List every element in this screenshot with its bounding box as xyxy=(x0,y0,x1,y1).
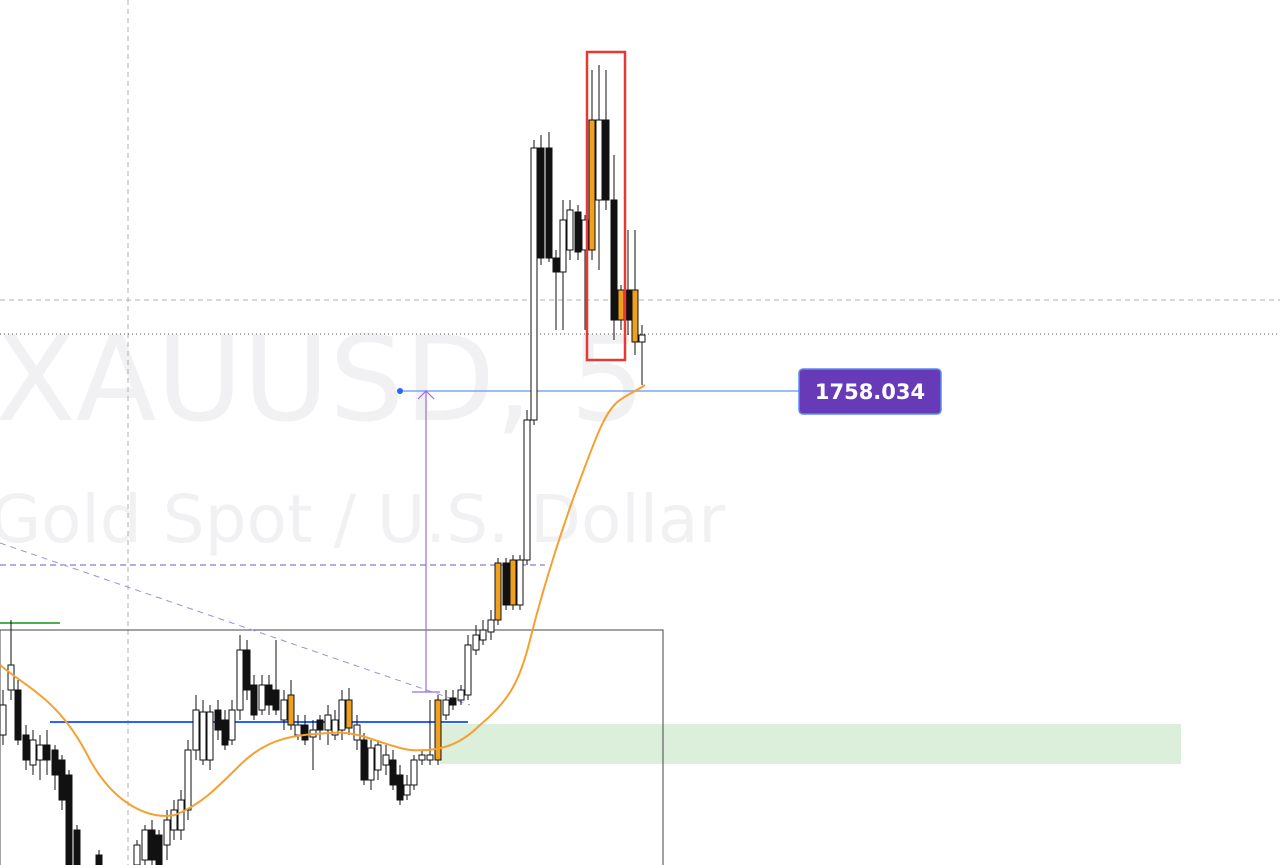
range-box xyxy=(0,629,664,865)
candle-body xyxy=(163,819,171,846)
measure-arrow-head xyxy=(417,390,435,400)
candle-body xyxy=(14,689,22,741)
candle-body xyxy=(638,334,646,343)
candle-body xyxy=(250,684,258,716)
candle-body xyxy=(353,724,361,741)
candle-body xyxy=(243,649,251,691)
candle-body xyxy=(502,562,510,606)
candle-body xyxy=(280,699,288,721)
candle-body xyxy=(472,634,480,651)
candle-body xyxy=(602,119,610,201)
candle-body xyxy=(148,829,156,861)
candle-body xyxy=(265,684,273,706)
candle-body xyxy=(457,689,465,701)
target-anchor xyxy=(397,388,403,394)
candle-body xyxy=(177,799,185,831)
candle-body xyxy=(331,719,339,736)
candle-body xyxy=(545,147,553,259)
candle-body xyxy=(338,699,346,731)
candle-body xyxy=(389,759,397,786)
candle-body xyxy=(51,749,59,776)
candle-body xyxy=(170,809,178,831)
candle-body xyxy=(360,739,368,781)
candle-body xyxy=(58,759,66,801)
candle-body xyxy=(324,714,332,731)
candle-body xyxy=(301,724,309,741)
candle-body xyxy=(595,119,603,201)
demand-zone xyxy=(440,724,1181,764)
candle-body xyxy=(403,784,411,796)
watermark-description: Gold Spot / U.S. Dollar xyxy=(0,481,726,558)
watermark-symbol: XAUUSD, 5 xyxy=(0,310,645,448)
candle-body xyxy=(184,749,192,811)
candle-body xyxy=(449,697,457,706)
candle-body xyxy=(434,699,442,761)
candle-body xyxy=(418,754,426,761)
candle-body xyxy=(214,709,222,731)
candle-body xyxy=(316,719,324,731)
candle-body xyxy=(367,747,375,781)
candle-body xyxy=(479,629,487,641)
candle-body xyxy=(141,829,149,861)
candle-body xyxy=(287,694,295,726)
candle-body xyxy=(228,709,236,741)
candle-body xyxy=(617,289,625,321)
price-label-box xyxy=(798,368,942,415)
candle-body xyxy=(588,119,596,251)
candle-body xyxy=(65,774,73,865)
candle-body xyxy=(566,209,574,251)
candle-body xyxy=(494,562,502,621)
candle-body xyxy=(382,754,390,766)
candle-body xyxy=(155,834,163,865)
candle-body xyxy=(7,664,15,691)
candle-body xyxy=(133,844,141,865)
candle-body xyxy=(258,684,266,711)
candle-body xyxy=(294,724,302,736)
candle-body xyxy=(374,744,382,771)
candle-body xyxy=(509,559,517,606)
candle-body xyxy=(345,699,353,729)
candle-body xyxy=(272,689,280,711)
candle-body xyxy=(559,219,567,273)
candle-body xyxy=(73,829,81,865)
trendline-dashed xyxy=(0,542,471,706)
candle-body xyxy=(206,711,214,761)
candle-body xyxy=(95,854,103,865)
candle-body xyxy=(516,559,524,606)
candle-body xyxy=(0,704,7,736)
candle-body xyxy=(537,147,545,259)
highlight-box xyxy=(585,50,627,362)
candle-body xyxy=(22,734,30,761)
candle-body xyxy=(396,774,404,801)
candles xyxy=(0,65,646,865)
candle-body xyxy=(464,644,472,696)
price-label: 1758.034 xyxy=(815,380,925,404)
candle-body xyxy=(43,744,51,761)
candle-body xyxy=(610,199,618,321)
candle-body xyxy=(631,289,639,343)
candle-body xyxy=(29,739,37,766)
candle-body xyxy=(192,709,200,751)
candle-body xyxy=(199,711,207,761)
candle-body xyxy=(236,649,244,711)
moving-average xyxy=(0,384,646,817)
candle-body xyxy=(221,719,229,746)
candle-body xyxy=(552,257,560,273)
candle-body xyxy=(426,754,434,761)
candle-body xyxy=(487,619,495,633)
candle-body xyxy=(442,699,450,716)
candle-body xyxy=(530,147,538,421)
candle-body xyxy=(523,419,531,561)
candle-body xyxy=(36,744,44,761)
candle-body xyxy=(410,759,418,786)
candle-body xyxy=(574,211,582,253)
